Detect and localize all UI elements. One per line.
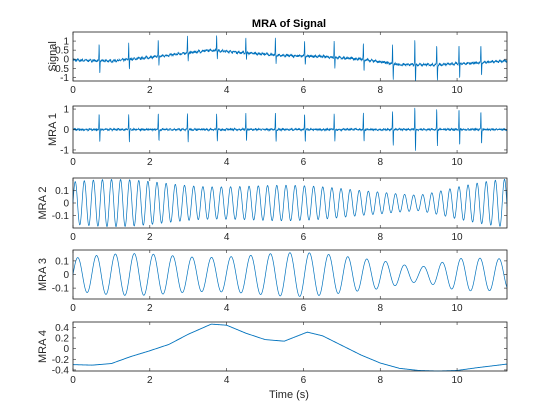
y-tick-label: 0 xyxy=(63,199,69,210)
x-tick-label: 10 xyxy=(452,157,464,168)
y-tick-label: 0 xyxy=(63,270,69,281)
y-tick-label: -0.2 xyxy=(52,355,70,366)
axes-frame xyxy=(72,321,508,372)
y-tick-label: 0 xyxy=(63,55,69,66)
y-tick-label: 0.1 xyxy=(55,186,69,197)
x-tick-label: 6 xyxy=(301,303,307,314)
subplot-3: 0 2 4 6 8 10 -0.10 0.1 MRA 2 xyxy=(37,177,508,243)
x-tick-label: 8 xyxy=(377,157,383,168)
x-tick-label: 2 xyxy=(147,85,153,96)
y-tick-label: 0.1 xyxy=(55,256,69,267)
x-tick-label: 0 xyxy=(70,375,76,386)
series-line xyxy=(72,107,508,151)
x-tick-label: 0 xyxy=(70,157,76,168)
y-tick-label: 0 xyxy=(63,125,69,136)
x-tick-label: 0 xyxy=(70,232,76,243)
y-tick-label: -0.5 xyxy=(52,64,70,75)
y-tick-label: -1 xyxy=(60,145,69,156)
x-tick-label: 6 xyxy=(301,85,307,96)
y-axis-label: Signal xyxy=(47,41,59,72)
series-line xyxy=(72,178,508,228)
figure-title: MRA of Signal xyxy=(252,18,326,30)
x-tick-label: 8 xyxy=(377,303,383,314)
axes-frame xyxy=(72,31,508,82)
x-tick-label: 10 xyxy=(452,375,464,386)
x-tick-label: 4 xyxy=(224,157,230,168)
x-tick-label: 0 xyxy=(70,85,76,96)
y-tick-label: 0.2 xyxy=(55,333,69,344)
y-tick-label: 0.4 xyxy=(55,323,69,334)
series-line xyxy=(72,252,508,297)
x-tick-label: 6 xyxy=(301,232,307,243)
x-tick-label: 6 xyxy=(301,375,307,386)
x-tick-label: 4 xyxy=(224,232,230,243)
series-line xyxy=(72,35,508,82)
axes-box xyxy=(72,321,508,372)
x-tick-label: 8 xyxy=(377,85,383,96)
y-axis-label: MRA 2 xyxy=(37,186,49,219)
x-tick-label: 10 xyxy=(452,85,464,96)
axes-box xyxy=(72,249,508,300)
y-tick-label: -1 xyxy=(60,73,69,84)
x-tick-label: 0 xyxy=(70,303,76,314)
x-tick-label: 6 xyxy=(301,157,307,168)
x-tick-label: 2 xyxy=(147,303,153,314)
x-tick-label: 2 xyxy=(147,375,153,386)
x-tick-label: 4 xyxy=(224,85,230,96)
y-tick-label: 1 xyxy=(63,37,69,48)
x-tick-label: 10 xyxy=(452,232,464,243)
y-tick-label: 0.5 xyxy=(55,46,69,57)
x-axis-label: Time (s) xyxy=(269,389,309,401)
y-tick-label: 1 xyxy=(63,105,69,116)
y-axis-label: MRA 1 xyxy=(47,113,59,146)
x-tick-label: 2 xyxy=(147,232,153,243)
x-tick-label: 4 xyxy=(224,375,230,386)
x-tick-label: 8 xyxy=(377,232,383,243)
x-tick-label: 4 xyxy=(224,303,230,314)
y-axis-label: MRA 4 xyxy=(37,330,49,363)
x-tick-label: 2 xyxy=(147,157,153,168)
y-tick-label: -0.1 xyxy=(52,284,70,295)
y-tick-label: -0.1 xyxy=(52,211,70,222)
x-tick-label: 8 xyxy=(377,375,383,386)
x-tick-label: 10 xyxy=(452,303,464,314)
y-axis-label: MRA 3 xyxy=(37,258,49,291)
y-tick-label: 0 xyxy=(63,344,69,355)
y-tick-label: -0.4 xyxy=(52,365,70,376)
